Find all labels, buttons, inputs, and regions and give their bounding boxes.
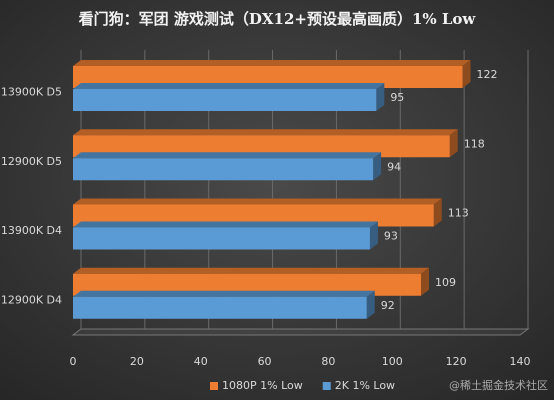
bar-top bbox=[73, 152, 382, 159]
bar bbox=[73, 296, 367, 319]
value-label: 93 bbox=[384, 230, 398, 243]
chart-title: 看门狗：军团 游戏测试（DX12+预设最高画质）1% Low bbox=[79, 10, 477, 28]
floor bbox=[71, 328, 530, 336]
bar-side bbox=[376, 83, 385, 111]
bar-side bbox=[449, 129, 458, 158]
value-label: 122 bbox=[477, 68, 498, 81]
value-label: 118 bbox=[464, 137, 485, 150]
bar-side bbox=[366, 290, 375, 319]
value-label: 109 bbox=[435, 276, 456, 289]
x-tick-label: 100 bbox=[382, 355, 403, 368]
value-label: 113 bbox=[448, 207, 469, 220]
bar-top bbox=[73, 290, 375, 297]
bar-top bbox=[73, 83, 385, 89]
bar bbox=[73, 227, 370, 250]
legend-label: 2K 1% Low bbox=[335, 379, 395, 392]
bar-top bbox=[73, 221, 378, 228]
value-label: 92 bbox=[381, 299, 395, 312]
bar bbox=[73, 204, 434, 227]
value-label: 94 bbox=[387, 160, 401, 173]
y-tick-label: 12900K D4 bbox=[1, 293, 62, 306]
bar bbox=[73, 273, 422, 296]
bar bbox=[73, 66, 463, 88]
legend-label: 1080P 1% Low bbox=[222, 379, 303, 392]
x-tick-label: 40 bbox=[194, 355, 208, 368]
x-tick-label: 80 bbox=[321, 355, 335, 368]
y-tick-label: 13900K D4 bbox=[1, 224, 62, 237]
x-tick-label: 60 bbox=[258, 355, 272, 368]
plot-area: 0 20 40 60 80 100 120 140 13900K D5 122 95 12900K D… bbox=[1, 50, 531, 368]
y-tick-label: 12900K D5 bbox=[1, 155, 62, 168]
bar-side bbox=[369, 221, 378, 250]
bar-top bbox=[73, 198, 442, 205]
bar-top bbox=[73, 60, 471, 66]
legend-swatch bbox=[322, 382, 331, 390]
y-tick-label: 13900K D5 bbox=[1, 86, 62, 99]
bar bbox=[73, 89, 377, 111]
bar-side bbox=[433, 198, 442, 227]
x-tick-label: 20 bbox=[130, 355, 144, 368]
bar-side bbox=[373, 152, 382, 181]
bar-side bbox=[462, 60, 471, 88]
x-tick-label: 120 bbox=[446, 355, 467, 368]
x-tick-label: 0 bbox=[70, 355, 77, 368]
bar bbox=[73, 158, 374, 181]
bar-top bbox=[73, 267, 430, 274]
value-label: 95 bbox=[390, 91, 404, 104]
bar bbox=[73, 135, 450, 158]
legend-swatch bbox=[210, 382, 218, 390]
x-tick-label: 140 bbox=[510, 355, 531, 368]
bar-side bbox=[421, 267, 430, 296]
watermark: @稀土掘金技术社区 bbox=[449, 378, 548, 392]
bar-top bbox=[73, 129, 458, 136]
